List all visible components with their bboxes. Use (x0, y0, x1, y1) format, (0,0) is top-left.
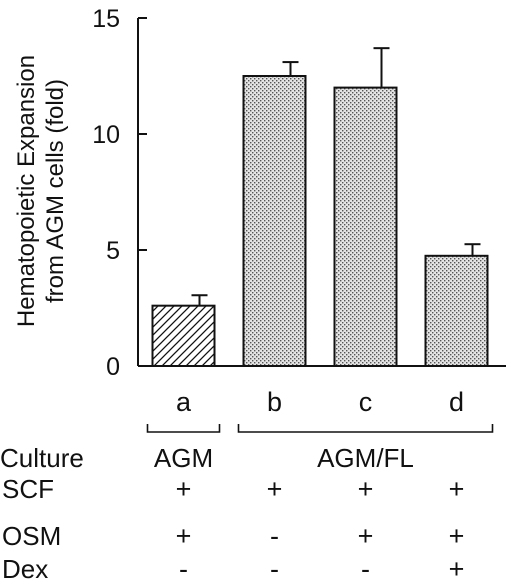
bar-d (424, 254, 489, 367)
x-tick-label-d: d (449, 387, 464, 417)
condition-dex-c: - (361, 554, 370, 581)
y-tick-label: 0 (106, 353, 120, 381)
culture-label: Culture (0, 443, 84, 473)
condition-scf-a: + (176, 474, 192, 504)
condition-dex-a: - (179, 554, 188, 581)
culture-group-label-0: AGM (154, 443, 213, 473)
group-brackets (146, 424, 494, 433)
y-axis-title-line-2: from AGM cells (fold) (42, 79, 69, 303)
x-tick-label-c: c (359, 387, 373, 417)
condition-label-osm: OSM (2, 521, 61, 551)
condition-label-dex: Dex (2, 554, 48, 581)
x-tick-label-a: a (176, 387, 192, 417)
culture-group-label-1: AGM/FL (317, 443, 414, 473)
y-axis: 0 5 10 15 (92, 5, 147, 381)
group-bracket-1 (237, 424, 494, 433)
x-tick-label-b: b (267, 387, 282, 417)
condition-osm-c: + (358, 521, 374, 551)
group-bracket-0 (146, 424, 221, 433)
condition-osm-b: - (270, 521, 279, 551)
y-tick-label: 15 (92, 5, 120, 33)
condition-osm-d: + (449, 521, 465, 551)
bar-b (242, 75, 307, 367)
bar-a (151, 304, 216, 367)
y-tick-label: 5 (106, 237, 120, 265)
conditions-table: Culture AGM AGM/FL SCF + + + + OSM + - + + Dex - - - + (0, 443, 465, 584)
condition-scf-b: + (267, 474, 283, 504)
y-axis-title-line-1: Hematopoietic Expansion (13, 55, 40, 327)
y-tick-label: 10 (92, 121, 120, 149)
y-axis-title: Hematopoietic Expansion from AGM cells (… (13, 55, 69, 327)
condition-scf-d: + (449, 474, 465, 504)
condition-dex-b: - (270, 554, 279, 581)
x-axis: a b c d (138, 365, 506, 417)
bar-c (333, 86, 398, 367)
bars (151, 47, 489, 367)
condition-label-scf: SCF (2, 474, 54, 504)
condition-dex-d: + (449, 554, 465, 581)
condition-scf-c: + (358, 474, 374, 504)
condition-osm-a: + (176, 521, 192, 551)
